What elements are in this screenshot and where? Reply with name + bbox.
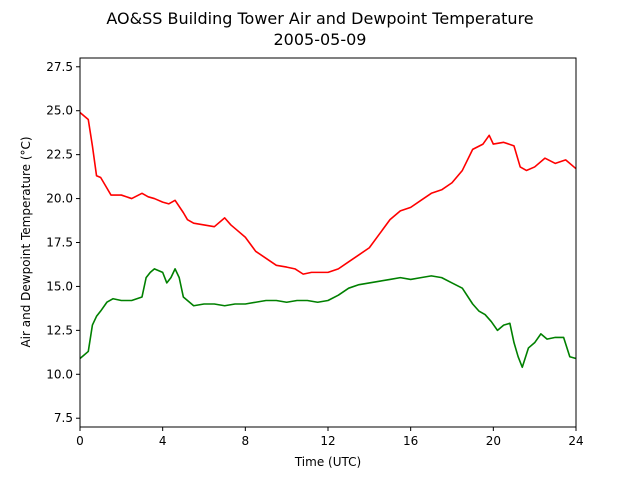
plot-lines [79,111,577,369]
y-tick-label: 27.5 [46,60,73,74]
series-line-1 [79,268,577,369]
y-tick-label: 17.5 [46,236,73,250]
chart-subtitle: 2005-05-09 [274,30,367,49]
x-tick-label: 12 [320,434,335,448]
x-axis-label: Time (UTC) [294,455,361,469]
chart-title: AO&SS Building Tower Air and Dewpoint Te… [106,9,533,28]
x-tick-label: 8 [242,434,250,448]
y-tick-label: 10.0 [46,367,73,381]
x-tick-label: 0 [76,434,84,448]
x-tick-label: 24 [568,434,583,448]
series-line-0 [79,111,577,275]
y-axis-label: Air and Dewpoint Temperature (°C) [19,136,33,347]
x-tick-label: 20 [486,434,501,448]
y-axis: 7.5 10.0 12.5 15.0 17.5 20.0 22.5 25.0 27.5 [46,60,80,425]
x-tick-label: 4 [159,434,167,448]
y-tick-label: 22.5 [46,148,73,162]
y-tick-label: 25.0 [46,104,73,118]
y-tick-label: 20.0 [46,192,73,206]
y-tick-label: 7.5 [54,411,73,425]
y-tick-label: 15.0 [46,279,73,293]
y-tick-label: 12.5 [46,323,73,337]
x-axis: 0 4 8 12 16 20 24 [76,427,584,448]
x-tick-label: 16 [403,434,418,448]
